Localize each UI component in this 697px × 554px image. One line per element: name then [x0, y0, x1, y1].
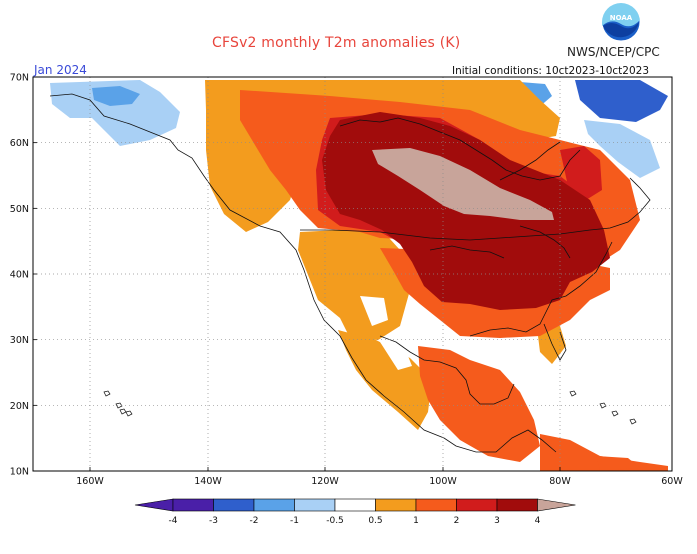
mexico-orange-region [338, 330, 432, 430]
coastline-4 [543, 323, 567, 361]
island-4 [569, 390, 577, 397]
southwest-neutral-region [360, 296, 388, 326]
coastline-8 [499, 141, 561, 181]
central-canada-tan-region [372, 148, 554, 220]
coastline-0 [49, 93, 557, 453]
coastline-5 [339, 117, 581, 181]
coastline-2 [469, 241, 613, 337]
central-america-warm-region [540, 434, 668, 471]
lat-label: 60N [10, 138, 29, 149]
lat-label: 50N [10, 204, 29, 215]
colorbar-segment [496, 498, 538, 512]
colorbar-segment [415, 498, 457, 512]
greenland-blue-region [575, 80, 668, 122]
alaska-cool-region [50, 80, 180, 146]
lat-label: 40N [10, 270, 29, 281]
colorbar-segment [253, 498, 295, 512]
coastline-7 [429, 245, 505, 259]
colorbar-label: 4 [535, 516, 541, 526]
lon-label: 80W [549, 476, 571, 487]
initial-conditions: Initial conditions: 10ct2023-10ct2023 [452, 65, 650, 77]
island-1 [115, 402, 123, 409]
island-0 [103, 390, 111, 397]
baja-neutral-region [380, 342, 412, 370]
lat-label: 30N [10, 335, 29, 346]
lon-label: 140W [194, 476, 222, 487]
colorbar-segment [334, 498, 376, 512]
coastline-6 [519, 225, 571, 259]
lat-label: 70N [10, 73, 29, 84]
lon-label: 100W [429, 476, 457, 487]
island-5 [599, 402, 607, 409]
colorbar-segment [172, 498, 214, 512]
mexico-warm-region [418, 346, 540, 462]
colorbar-segment [456, 498, 498, 512]
lat-label: 10N [10, 467, 29, 478]
colorbar-segment [375, 498, 417, 512]
colorbar-label: 1 [413, 516, 419, 526]
colorbar-arrow-left [134, 498, 174, 512]
colorbar-label: -1 [290, 516, 299, 526]
colorbar-label: -0.5 [326, 516, 344, 526]
colorbar-label: 3 [494, 516, 500, 526]
lon-label: 160W [76, 476, 104, 487]
colorbar-segment [213, 498, 255, 512]
colorbar-label: -3 [209, 516, 218, 526]
island-6 [611, 410, 619, 417]
lat-label: 20N [10, 401, 29, 412]
colorbar-label: -4 [169, 516, 178, 526]
alaska-blue-region [92, 86, 140, 106]
lon-label: 120W [311, 476, 339, 487]
agency-label: NWS/NCEP/CPC [567, 45, 660, 59]
noaa-logo-icon: NOAA [601, 2, 641, 42]
labrador-cool-region [584, 120, 660, 178]
colorbar-segment [294, 498, 336, 512]
colorbar-label: 0.5 [368, 516, 382, 526]
venezuela-warm-region [596, 456, 640, 471]
colorbar-label: -2 [250, 516, 259, 526]
colorbar-arrow-right [537, 498, 576, 512]
island-7 [629, 418, 637, 425]
lon-label: 60W [661, 476, 683, 487]
colorbar-label: 2 [454, 516, 460, 526]
map-frame [32, 76, 673, 472]
forecast-month: Jan 2024 [34, 63, 87, 77]
coastline-3 [379, 335, 515, 405]
noaa-logo-text: NOAA [610, 14, 633, 22]
island-3 [125, 410, 133, 417]
map-title: CFSv2 monthly T2m anomalies (K) [212, 35, 461, 51]
